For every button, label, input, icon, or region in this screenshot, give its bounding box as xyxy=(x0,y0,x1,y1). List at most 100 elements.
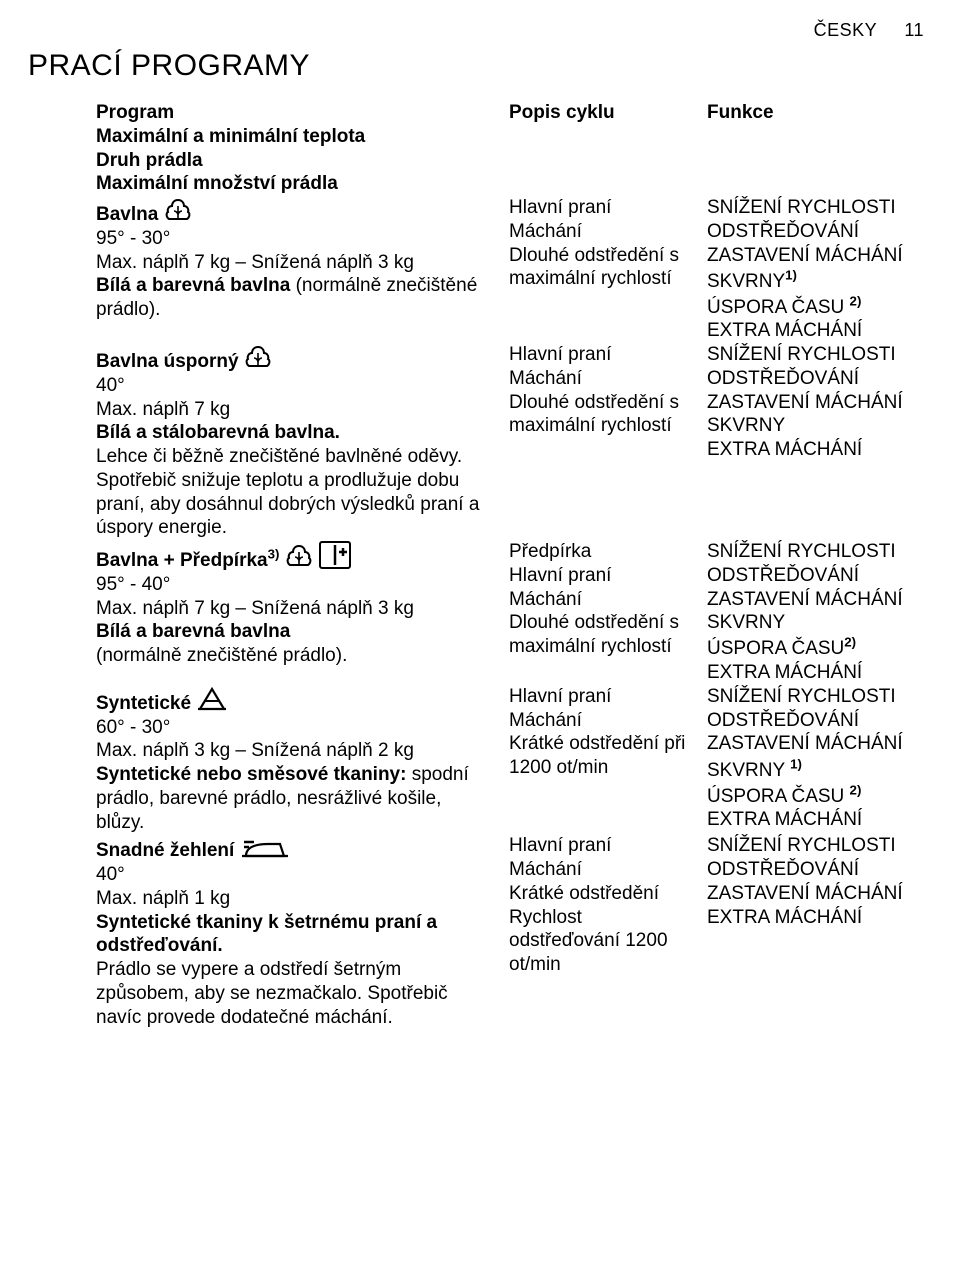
cycle-line: Hlavní praní xyxy=(509,197,611,218)
fabric-bold: Syntetické tkaniny k šetrnému praní a od… xyxy=(96,912,437,957)
fn: ZASTAVENÍ MÁCHÁNÍ xyxy=(707,883,903,904)
fn: SKVRNY xyxy=(707,415,785,436)
cycle-line: Hlavní praní xyxy=(509,835,611,856)
program-load: Max. náplň 1 kg xyxy=(96,888,230,909)
cycle-cell: Hlavní praní Máchání Krátké odstředění R… xyxy=(509,834,689,1029)
fn: EXTRA MÁCHÁNÍ xyxy=(707,809,862,830)
fn: EXTRA MÁCHÁNÍ xyxy=(707,907,862,928)
cycle-cell: Hlavní praní Máchání Krátké odstředění p… xyxy=(509,685,689,835)
fabric-bold: Bílá a stálobarevná bavlna. xyxy=(96,422,340,443)
cycle-line: Hlavní praní xyxy=(509,565,611,586)
program-desc: Lehce či běžně znečištěné bavlněné oděvy… xyxy=(96,446,479,538)
program-table: Program Maximální a minimální teplota Dr… xyxy=(96,101,924,1029)
program-load: Max. náplň 7 kg – Snížená náplň 3 kg xyxy=(96,252,414,273)
header-functions: Funkce xyxy=(707,101,960,196)
hdr-line: Druh prádla xyxy=(96,150,203,171)
program-name: Bavlna xyxy=(96,204,158,225)
hdr-line: Maximální a minimální teplota xyxy=(96,126,365,147)
fn-sup: 1) xyxy=(785,267,797,282)
cotton-icon xyxy=(244,343,272,371)
fn: SNÍŽENÍ RYCHLOSTI ODSTŘEĎOVÁNÍ xyxy=(707,835,896,880)
header-program: Program Maximální a minimální teplota Dr… xyxy=(96,101,491,196)
cycle-cell: Předpírka Hlavní praní Máchání Dlouhé od… xyxy=(509,540,689,685)
language-label: ČESKY xyxy=(814,20,877,40)
program-cell: Syntetické 60° - 30° Max. náplň 3 kg – S… xyxy=(96,685,491,835)
cycle-line: Hlavní praní xyxy=(509,344,611,365)
program-desc: Prádlo se vypere a odstředí šetrným způs… xyxy=(96,959,448,1028)
program-cell: Bavlna + Předpírka3) 95° - 40° Max. nápl… xyxy=(96,540,491,685)
cycle-cell: Hlavní praní Máchání Dlouhé odstředění s… xyxy=(509,343,689,540)
cycle-line: Máchání xyxy=(509,710,582,731)
program-name: Snadné žehlení xyxy=(96,840,234,861)
functions-cell: SNÍŽENÍ RYCHLOSTI ODSTŘEĎOVÁNÍ ZASTAVENÍ… xyxy=(707,196,960,343)
hdr-cycle: Popis cyklu xyxy=(509,102,615,123)
fn: ZASTAVENÍ MÁCHÁNÍ xyxy=(707,589,903,610)
fabric-bold: Bílá a barevná bavlna xyxy=(96,275,290,296)
cycle-line: Hlavní praní xyxy=(509,686,611,707)
cycle-line: Máchání xyxy=(509,859,582,880)
program-temp: 40° xyxy=(96,375,125,396)
program-name: Syntetické xyxy=(96,693,191,714)
fn: SNÍŽENÍ RYCHLOSTI ODSTŘEĎOVÁNÍ xyxy=(707,344,896,389)
program-desc: (normálně znečištěné prádlo). xyxy=(96,645,347,666)
functions-cell: SNÍŽENÍ RYCHLOSTI ODSTŘEĎOVÁNÍ ZASTAVENÍ… xyxy=(707,540,960,685)
cycle-line: Krátké odstředění při 1200 ot/min xyxy=(509,733,685,778)
fn: ÚSPORA ČASU xyxy=(707,638,844,659)
hdr-functions: Funkce xyxy=(707,102,774,123)
synthetic-icon xyxy=(196,685,228,713)
fabric-bold: Syntetické nebo směsové tkaniny: xyxy=(96,764,406,785)
fn: EXTRA MÁCHÁNÍ xyxy=(707,662,862,683)
hdr-line: Program xyxy=(96,102,174,123)
fn: SKVRNY xyxy=(707,760,790,781)
hdr-line: Maximální množství prádla xyxy=(96,173,338,194)
cycle-line: Dlouhé odstředění s maximální rychlostí xyxy=(509,392,679,437)
name-sup: 3) xyxy=(268,547,280,562)
program-name: Bavlna úsporný xyxy=(96,351,239,372)
program-temp: 40° xyxy=(96,864,125,885)
fn: ZASTAVENÍ MÁCHÁNÍ xyxy=(707,392,903,413)
program-cell: Snadné žehlení 40° Max. náplň 1 kg Synte… xyxy=(96,834,491,1029)
fn: SKVRNY xyxy=(707,271,785,292)
functions-cell: SNÍŽENÍ RYCHLOSTI ODSTŘEĎOVÁNÍ ZASTAVENÍ… xyxy=(707,685,960,835)
fn: EXTRA MÁCHÁNÍ xyxy=(707,320,862,341)
program-cell: Bavlna 95° - 30° Max. náplň 7 kg – Sníže… xyxy=(96,196,491,343)
fn: ÚSPORA ČASU xyxy=(707,786,850,807)
fn: ÚSPORA ČASU xyxy=(707,297,850,318)
fn: EXTRA MÁCHÁNÍ xyxy=(707,439,862,460)
fn-sup: 2) xyxy=(844,635,856,650)
cycle-line: Rychlost odstřeďování 1200 ot/min xyxy=(509,907,668,976)
cotton-icon xyxy=(164,196,192,224)
fn: SNÍŽENÍ RYCHLOSTI ODSTŘEĎOVÁNÍ xyxy=(707,541,896,586)
cycle-line: Máchání xyxy=(509,368,582,389)
fabric-bold: Bílá a barevná bavlna xyxy=(96,621,290,642)
page-title: PRACÍ PROGRAMY xyxy=(28,49,924,83)
program-load: Max. náplň 3 kg – Snížená náplň 2 kg xyxy=(96,740,414,761)
program-load: Max. náplň 7 kg – Snížená náplň 3 kg xyxy=(96,598,414,619)
fn-sup: 1) xyxy=(790,756,802,771)
header-cycle: Popis cyklu xyxy=(509,101,689,196)
iron-icon xyxy=(240,834,290,860)
program-name: Bavlna + Předpírka xyxy=(96,550,268,571)
program-temp: 60° - 30° xyxy=(96,717,170,738)
page: ČESKY 11 PRACÍ PROGRAMY Program Maximáln… xyxy=(0,0,960,1277)
cycle-line: Máchání xyxy=(509,221,582,242)
page-header: ČESKY 11 xyxy=(28,20,924,41)
fn: SKVRNY xyxy=(707,612,785,633)
program-temp: 95° - 30° xyxy=(96,228,170,249)
program-cell: Bavlna úsporný 40° Max. náplň 7 kg Bílá … xyxy=(96,343,491,540)
cycle-line: Dlouhé odstředění s maximální rychlostí xyxy=(509,245,679,290)
fn: ZASTAVENÍ MÁCHÁNÍ xyxy=(707,245,903,266)
fn: SNÍŽENÍ RYCHLOSTI ODSTŘEĎOVÁNÍ xyxy=(707,686,896,731)
fn-sup: 2) xyxy=(850,293,862,308)
cycle-line: Předpírka xyxy=(509,541,591,562)
program-temp: 95° - 40° xyxy=(96,574,170,595)
cycle-line: Krátké odstředění xyxy=(509,883,659,904)
cycle-cell: Hlavní praní Máchání Dlouhé odstředění s… xyxy=(509,196,689,343)
program-load: Max. náplň 7 kg xyxy=(96,399,230,420)
cotton-icon xyxy=(285,542,313,570)
page-number: 11 xyxy=(904,20,924,40)
functions-cell: SNÍŽENÍ RYCHLOSTI ODSTŘEĎOVÁNÍ ZASTAVENÍ… xyxy=(707,343,960,540)
fn-sup: 2) xyxy=(850,782,862,797)
cycle-line: Dlouhé odstředění s maximální rychlostí xyxy=(509,612,679,657)
functions-cell: SNÍŽENÍ RYCHLOSTI ODSTŘEĎOVÁNÍ ZASTAVENÍ… xyxy=(707,834,960,1029)
